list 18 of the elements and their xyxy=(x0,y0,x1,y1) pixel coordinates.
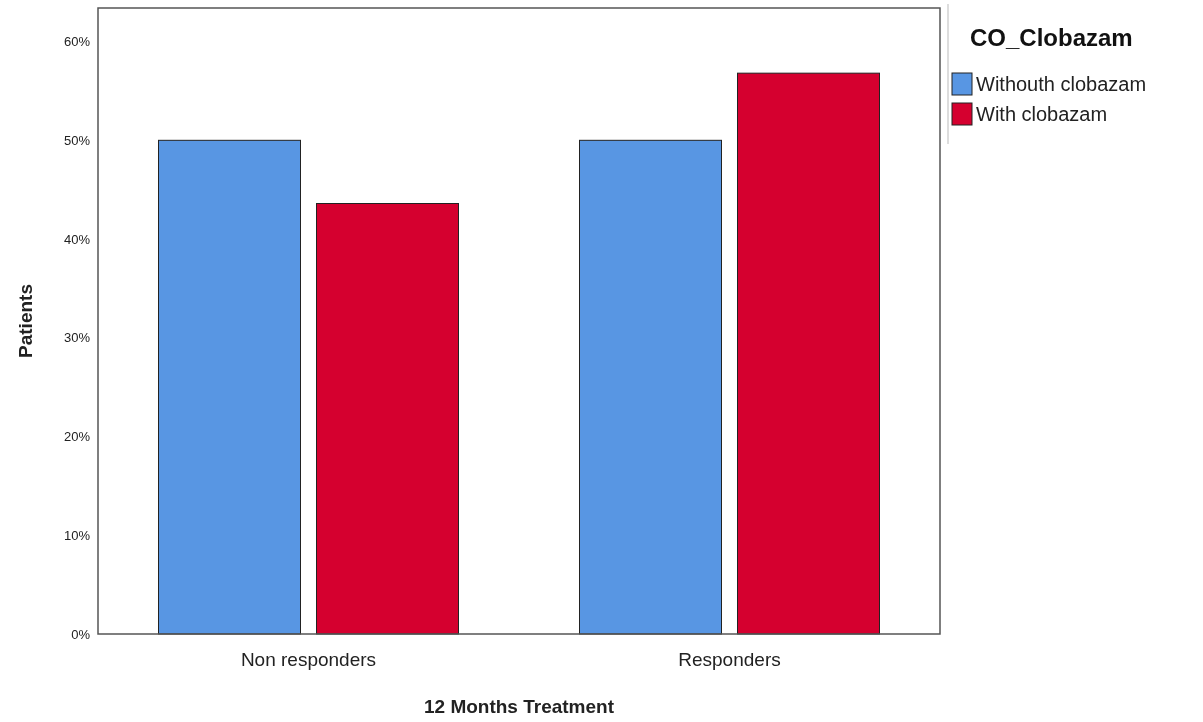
bar xyxy=(316,203,459,635)
legend-label: Withouth clobazam xyxy=(976,73,1147,95)
y-tick-label: 40% xyxy=(63,231,91,247)
x-axis-title: 12 Months Treatment xyxy=(423,696,615,717)
bar xyxy=(579,139,722,635)
y-tick-label: 10% xyxy=(63,527,91,543)
x-tick-label: Responders xyxy=(678,649,781,670)
x-tick-label: Non responders xyxy=(240,649,377,670)
y-axis-title: Patients xyxy=(15,284,36,358)
y-tick-label: 0% xyxy=(71,626,91,642)
legend-title: CO_Clobazam xyxy=(970,24,1133,51)
y-tick-label: 60% xyxy=(63,34,91,50)
bar xyxy=(737,72,880,635)
y-tick-label: 30% xyxy=(63,330,91,346)
bar xyxy=(158,139,301,635)
legend-label: With clobazam xyxy=(976,103,1108,125)
y-tick-label: 20% xyxy=(63,429,91,445)
y-tick-label: 50% xyxy=(63,132,91,148)
